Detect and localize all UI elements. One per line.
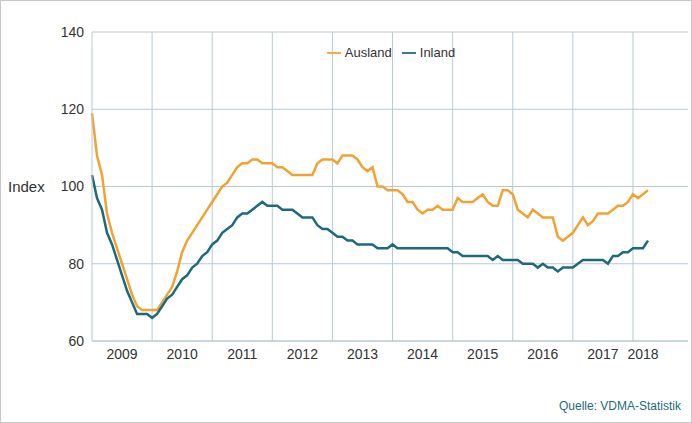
- svg-text:2015: 2015: [467, 346, 498, 362]
- svg-text:2011: 2011: [227, 346, 257, 362]
- svg-text:2017: 2017: [587, 346, 618, 362]
- svg-text:120: 120: [61, 101, 85, 117]
- svg-text:2016: 2016: [527, 346, 558, 362]
- html-text:Inland: Inland: [419, 45, 456, 60]
- svg-text:2013: 2013: [347, 346, 378, 362]
- svg-text:140: 140: [61, 24, 85, 40]
- svg-text:2009: 2009: [106, 346, 137, 362]
- html-text:Ausland: Ausland: [344, 45, 392, 60]
- html-text:Index: Index: [8, 178, 45, 195]
- svg-text:2010: 2010: [167, 346, 198, 362]
- svg-text:2012: 2012: [287, 346, 318, 362]
- svg-text:80: 80: [68, 256, 84, 272]
- svg-text:2018: 2018: [627, 346, 658, 362]
- svg-text:2014: 2014: [407, 346, 438, 362]
- svg-text:60: 60: [68, 333, 84, 349]
- svg-text:100: 100: [61, 178, 85, 194]
- html-text:Quelle: VDMA-Statistik: Quelle: VDMA-Statistik: [559, 399, 681, 413]
